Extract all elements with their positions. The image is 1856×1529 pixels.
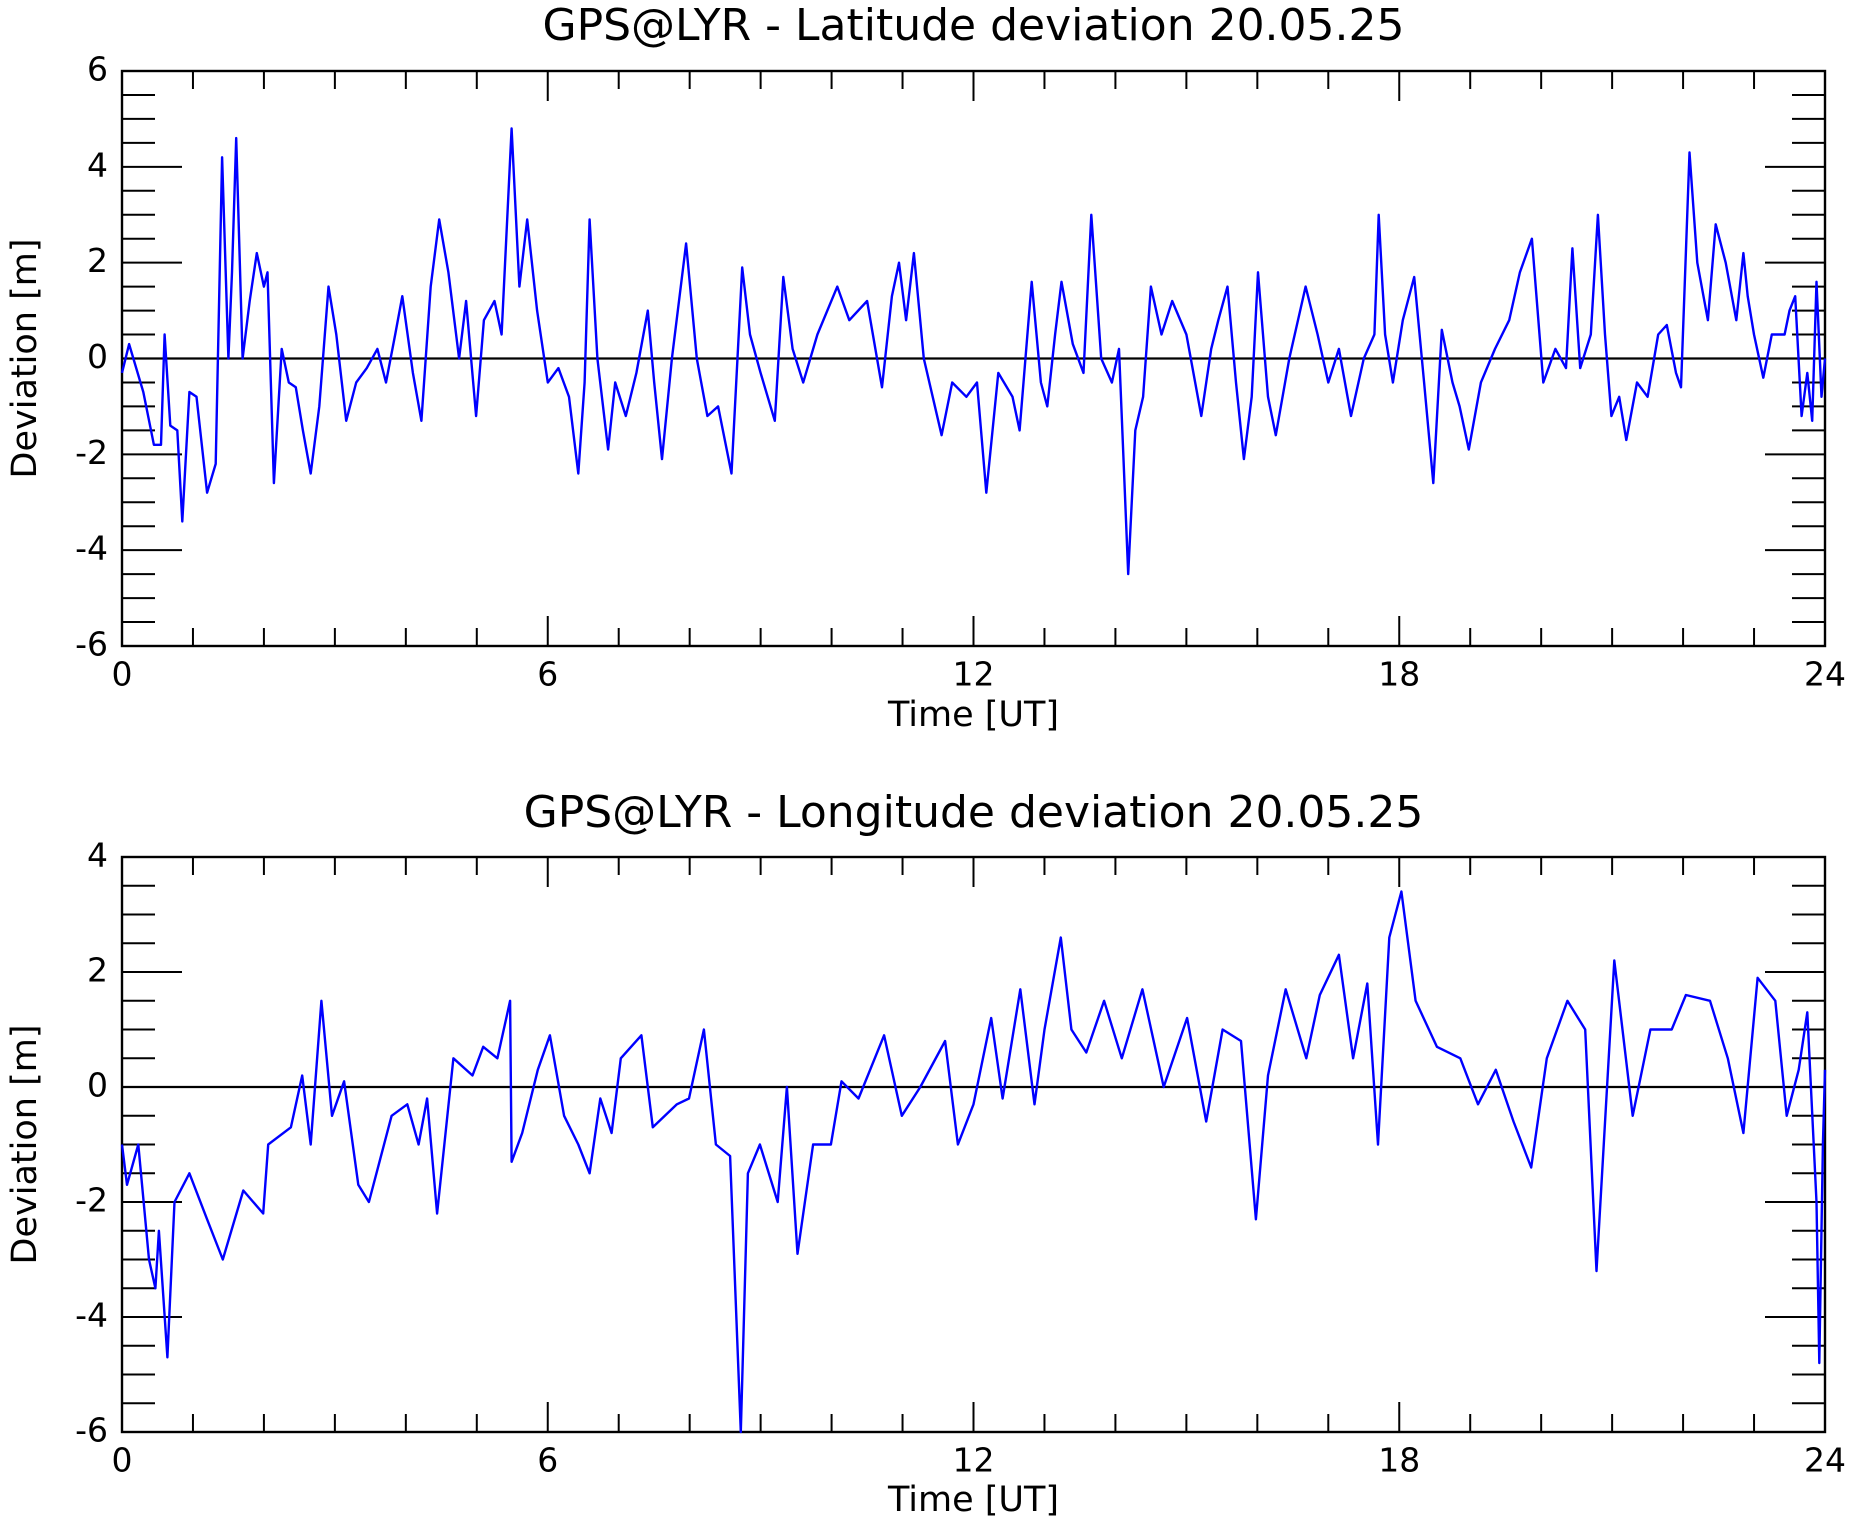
y-tick-label: 2 [87, 951, 108, 990]
x-tick-label: 6 [537, 655, 558, 694]
y-tick-label: 6 [87, 50, 108, 89]
y-tick-label: -4 [75, 529, 108, 568]
y-tick-label: 4 [87, 145, 108, 184]
y-tick-label: -2 [75, 433, 108, 472]
chart-title: GPS@LYR - Latitude deviation 20.05.25 [542, 0, 1404, 51]
y-tick-label: 0 [87, 1066, 108, 1105]
x-tick-label: 24 [1804, 655, 1846, 694]
x-tick-label: 18 [1378, 1441, 1420, 1480]
y-tick-label: 2 [87, 241, 108, 280]
y-tick-label: -6 [75, 1411, 108, 1450]
y-axis-label: Deviation [m] [5, 239, 45, 479]
y-tick-label: 4 [87, 836, 108, 875]
x-axis-label: Time [UT] [887, 1480, 1059, 1520]
x-axis-label: Time [UT] [887, 695, 1059, 735]
plot-frame [120, 855, 1827, 1434]
x-tick-label: 12 [953, 655, 995, 694]
data-line [120, 127, 1827, 576]
y-tick-label: 0 [87, 337, 108, 376]
x-tick-label: 0 [112, 655, 133, 694]
chart-title: GPS@LYR - Longitude deviation 20.05.25 [524, 787, 1424, 838]
x-tick-label: 6 [537, 1441, 558, 1480]
y-tick-label: -2 [75, 1181, 108, 1220]
y-tick-label: -6 [75, 625, 108, 664]
x-tick-label: 18 [1378, 655, 1420, 694]
x-tick-label: 24 [1804, 1441, 1846, 1480]
data-line [120, 890, 1827, 1434]
y-axis-label: Deviation [m] [5, 1025, 45, 1265]
x-tick-label: 12 [953, 1441, 995, 1480]
x-tick-label: 0 [112, 1441, 133, 1480]
y-tick-label: -4 [75, 1296, 108, 1335]
